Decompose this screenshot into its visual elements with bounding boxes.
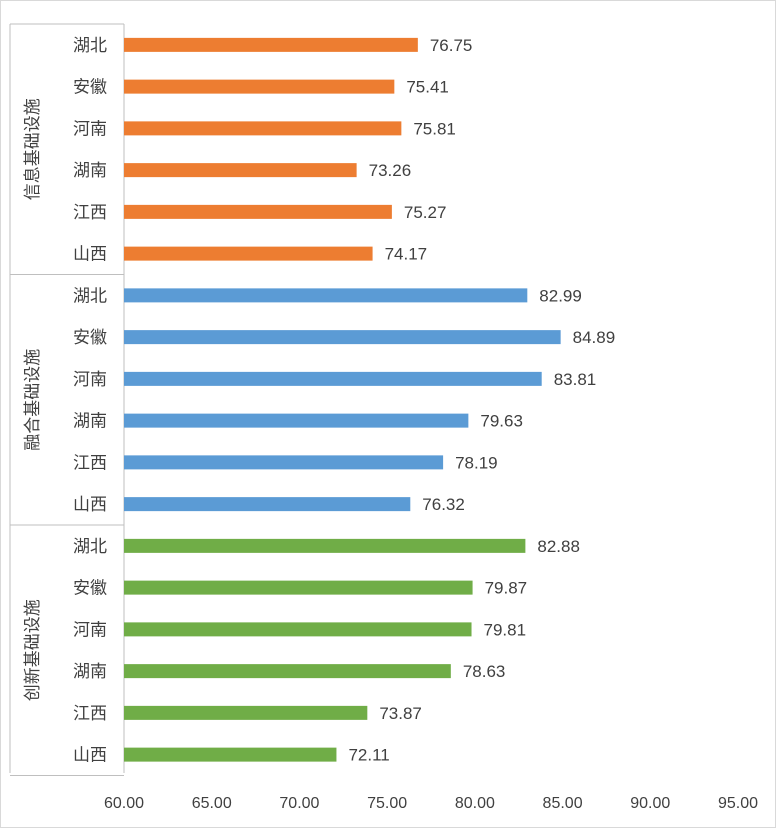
data-label: 82.99 <box>539 286 582 305</box>
category-label: 河南 <box>73 620 107 639</box>
x-tick-label: 70.00 <box>279 795 319 812</box>
bar-3-2 <box>124 580 473 595</box>
bar-1-1 <box>124 37 418 52</box>
x-tick-label: 60.00 <box>104 795 144 812</box>
bar-1-6 <box>124 246 373 261</box>
data-label: 83.81 <box>554 370 597 389</box>
data-label: 73.87 <box>379 704 422 723</box>
data-label: 82.88 <box>537 537 580 556</box>
bar-2-2 <box>124 330 561 345</box>
data-label: 75.41 <box>406 78 449 97</box>
group-label: 融合基础设施 <box>23 349 43 451</box>
category-label: 河南 <box>73 119 107 138</box>
bar-2-3 <box>124 371 542 386</box>
data-label: 79.63 <box>480 412 523 431</box>
data-label: 79.81 <box>484 620 527 639</box>
bar-3-6 <box>124 747 337 762</box>
bar-3-3 <box>124 622 472 637</box>
bar-2-5 <box>124 455 444 470</box>
group-label: 创新基础设施 <box>23 599 43 701</box>
bar-1-2 <box>124 79 395 94</box>
category-label: 湖南 <box>73 662 107 681</box>
bar-3-4 <box>124 664 451 679</box>
bar-1-5 <box>124 204 392 219</box>
category-label: 山西 <box>73 746 107 765</box>
data-label: 73.26 <box>369 161 412 180</box>
category-label: 湖北 <box>73 286 107 305</box>
category-label: 安徽 <box>73 78 107 97</box>
bar-2-4 <box>124 413 469 428</box>
x-tick-label: 90.00 <box>630 795 670 812</box>
data-label: 75.27 <box>404 203 447 222</box>
data-label: 76.75 <box>430 36 473 55</box>
bar-2-1 <box>124 288 528 303</box>
bar-1-4 <box>124 163 357 178</box>
category-label: 河南 <box>73 370 107 389</box>
data-label: 75.81 <box>413 119 456 138</box>
x-tick-label: 85.00 <box>543 795 583 812</box>
group-label: 信息基础设施 <box>23 98 43 200</box>
data-label: 78.63 <box>463 662 506 681</box>
category-label: 山西 <box>73 245 107 264</box>
data-label: 74.17 <box>385 245 428 264</box>
category-label: 安徽 <box>73 579 107 598</box>
category-label: 安徽 <box>73 328 107 347</box>
x-tick-label: 95.00 <box>718 795 758 812</box>
data-label: 78.19 <box>455 453 498 472</box>
data-label: 76.32 <box>422 495 465 514</box>
category-label: 山西 <box>73 495 107 514</box>
category-label: 江西 <box>73 453 107 472</box>
category-label: 湖南 <box>73 161 107 180</box>
bar-1-3 <box>124 121 402 136</box>
data-label: 84.89 <box>573 328 616 347</box>
x-tick-label: 80.00 <box>455 795 495 812</box>
x-tick-label: 75.00 <box>367 795 407 812</box>
bar-3-1 <box>124 538 526 553</box>
bar-3-5 <box>124 705 368 720</box>
category-label: 江西 <box>73 704 107 723</box>
category-label: 湖北 <box>73 537 107 556</box>
data-label: 79.87 <box>485 579 528 598</box>
data-label: 72.11 <box>348 746 389 765</box>
bar-2-6 <box>124 497 411 512</box>
category-label: 江西 <box>73 203 107 222</box>
x-tick-label: 65.00 <box>192 795 232 812</box>
category-label: 湖南 <box>73 412 107 431</box>
category-label: 湖北 <box>73 36 107 55</box>
